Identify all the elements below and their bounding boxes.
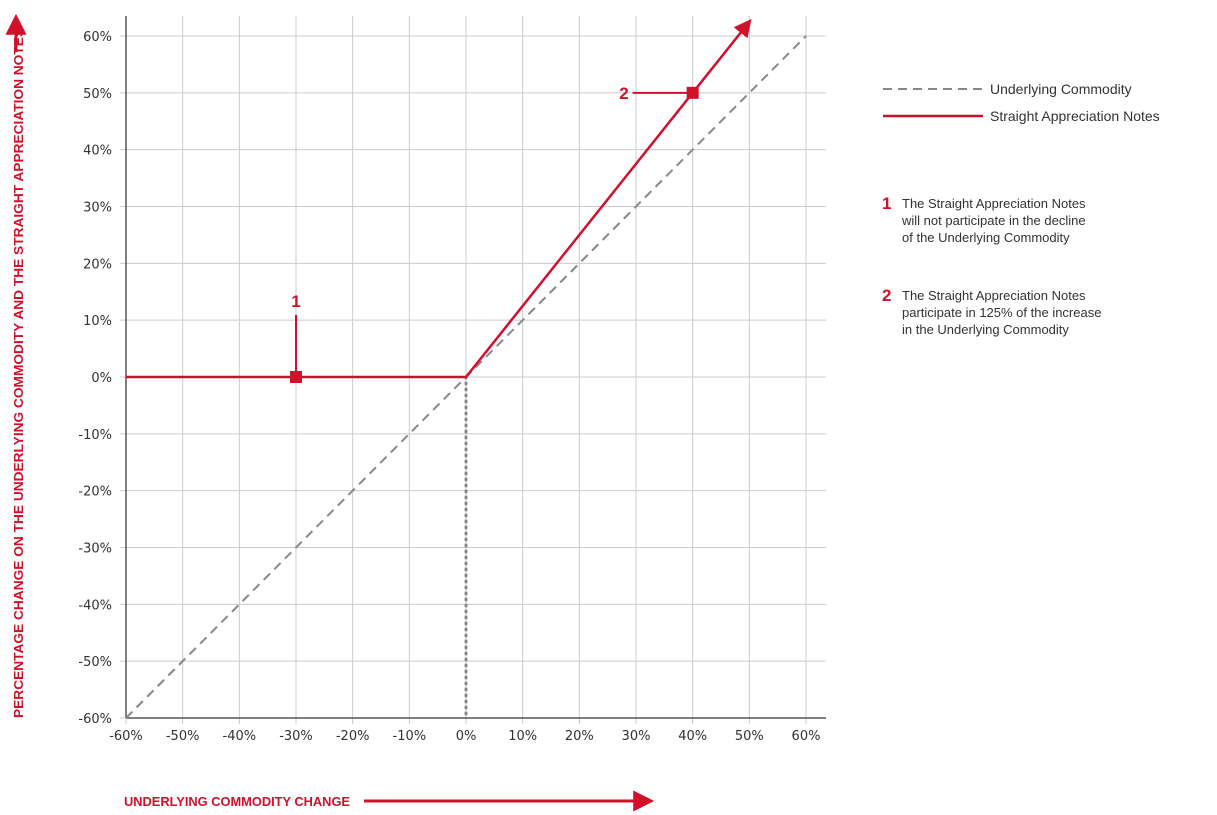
x-tick-label-4: -20%: [336, 729, 370, 744]
y-tick-label-4: -20%: [78, 485, 112, 500]
y-tick-label-7: 10%: [83, 314, 112, 329]
y-tick-label-0: -60%: [78, 712, 112, 727]
y-tick-label-9: 30%: [83, 201, 112, 216]
y-tick-label-12: 60%: [83, 30, 112, 45]
note-1-line-1: The Straight Appreciation Notes: [902, 196, 1086, 211]
axes: [125, 16, 826, 719]
x-tick-label-3: -30%: [279, 729, 313, 744]
x-tick-label-5: -10%: [393, 729, 427, 744]
x-tick-label-0: -60%: [109, 729, 143, 744]
x-tick-label-10: 40%: [678, 729, 707, 744]
note-2-line-3: in the Underlying Commodity: [902, 322, 1069, 337]
annotation-markers: 12: [290, 84, 699, 383]
y-tick-label-5: -10%: [78, 428, 112, 443]
note-1-line-2: will not participate in the decline: [901, 213, 1086, 228]
series-line-1: [126, 19, 752, 379]
y-tick-label-3: -30%: [78, 542, 112, 557]
x-tick-label-2: -40%: [223, 729, 257, 744]
tick-labels: -60% -50% -40% -30% -20% -10% 0% 10% 20% 30% 40% 50…: [78, 30, 820, 744]
series-layer: [125, 19, 807, 719]
legend-label-notes: Straight Appreciation Notes: [990, 108, 1160, 124]
y-tick-label-10: 40%: [83, 144, 112, 159]
x-tick-label-12: 60%: [792, 729, 821, 744]
y-tick-label-1: -50%: [78, 655, 112, 670]
y-axis-title-group: PERCENTAGE CHANGE ON THE UNDERLYING COMM…: [5, 13, 27, 718]
x-tick-label-8: 20%: [565, 729, 594, 744]
note-1-number: 1: [882, 194, 891, 213]
annotation-label-2: 2: [619, 84, 628, 103]
x-tick-label-11: 50%: [735, 729, 764, 744]
x-tick-label-1: -50%: [166, 729, 200, 744]
x-tick-label-7: 10%: [508, 729, 537, 744]
y-tick-label-6: 0%: [91, 371, 112, 386]
legend-label-underlying: Underlying Commodity: [990, 81, 1132, 97]
y-tick-label-11: 50%: [83, 87, 112, 102]
x-axis-title: UNDERLYING COMMODITY CHANGE: [124, 794, 350, 809]
note-2-line-1: The Straight Appreciation Notes: [902, 288, 1086, 303]
y-axis-title: PERCENTAGE CHANGE ON THE UNDERLYING COMM…: [11, 28, 26, 718]
x-tick-label-9: 30%: [622, 729, 651, 744]
legend: Underlying Commodity Straight Appreciati…: [883, 81, 1160, 124]
annotation-notes: 1 The Straight Appreciation Notes will n…: [882, 194, 1101, 337]
annotation-label-1: 1: [291, 292, 300, 311]
note-2-line-2: participate in 125% of the increase: [902, 305, 1101, 320]
y-tick-label-2: -40%: [78, 598, 112, 613]
x-axis-title-group: UNDERLYING COMMODITY CHANGE: [124, 790, 655, 812]
y-tick-label-8: 20%: [83, 257, 112, 272]
x-tick-label-6: 0%: [456, 729, 477, 744]
note-1-line-3: of the Underlying Commodity: [902, 230, 1070, 245]
note-2-number: 2: [882, 286, 891, 305]
